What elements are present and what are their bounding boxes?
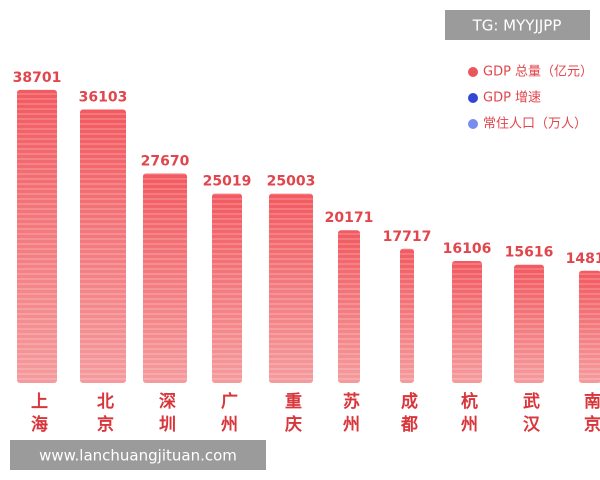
category-label: 武汉 [519,391,540,438]
category-label: 北京 [93,392,114,438]
bar-texture [80,109,126,383]
category-label: 杭州 [457,391,479,438]
watermark: TG: MYYJJPP [472,17,562,35]
value-label: 16106 [443,241,492,257]
value-label: 25003 [267,174,316,190]
watermark-box [445,10,590,40]
watermark: www.lanchuangjituan.com [39,447,237,465]
category-label: 重庆 [281,391,302,438]
bar-texture [400,248,414,383]
bar-texture [338,230,360,383]
value-label: 15616 [505,245,554,261]
category-label: 广州 [217,391,239,438]
legend-label: GDP 增速 [483,91,541,106]
value-label: 20171 [325,210,374,226]
value-label: 17717 [383,229,432,245]
category-label: 南京 [580,391,600,438]
category-label: 深圳 [155,391,176,438]
category-label: 上海 [27,392,48,438]
bar-texture [143,173,187,383]
bar-texture [269,193,313,383]
value-label: 25019 [203,173,252,189]
legend-swatch [468,67,478,77]
value-label: 14817 [566,251,600,267]
legend-label: GDP 总量（亿元） [483,65,593,80]
bar-texture [579,270,600,383]
value-label: 27670 [141,153,190,169]
legend-swatch [468,93,478,103]
legend-swatch [468,119,478,129]
bar-texture [17,89,57,383]
legend-label: 常住人口（万人） [483,117,587,132]
category-label: 成都 [397,391,419,438]
watermark-box [10,440,266,470]
bar-texture [514,264,544,383]
value-label: 36103 [79,90,128,106]
bar-texture [212,193,242,383]
value-label: 38701 [13,70,62,86]
bar-texture [452,260,482,383]
category-label: 苏州 [339,391,361,438]
